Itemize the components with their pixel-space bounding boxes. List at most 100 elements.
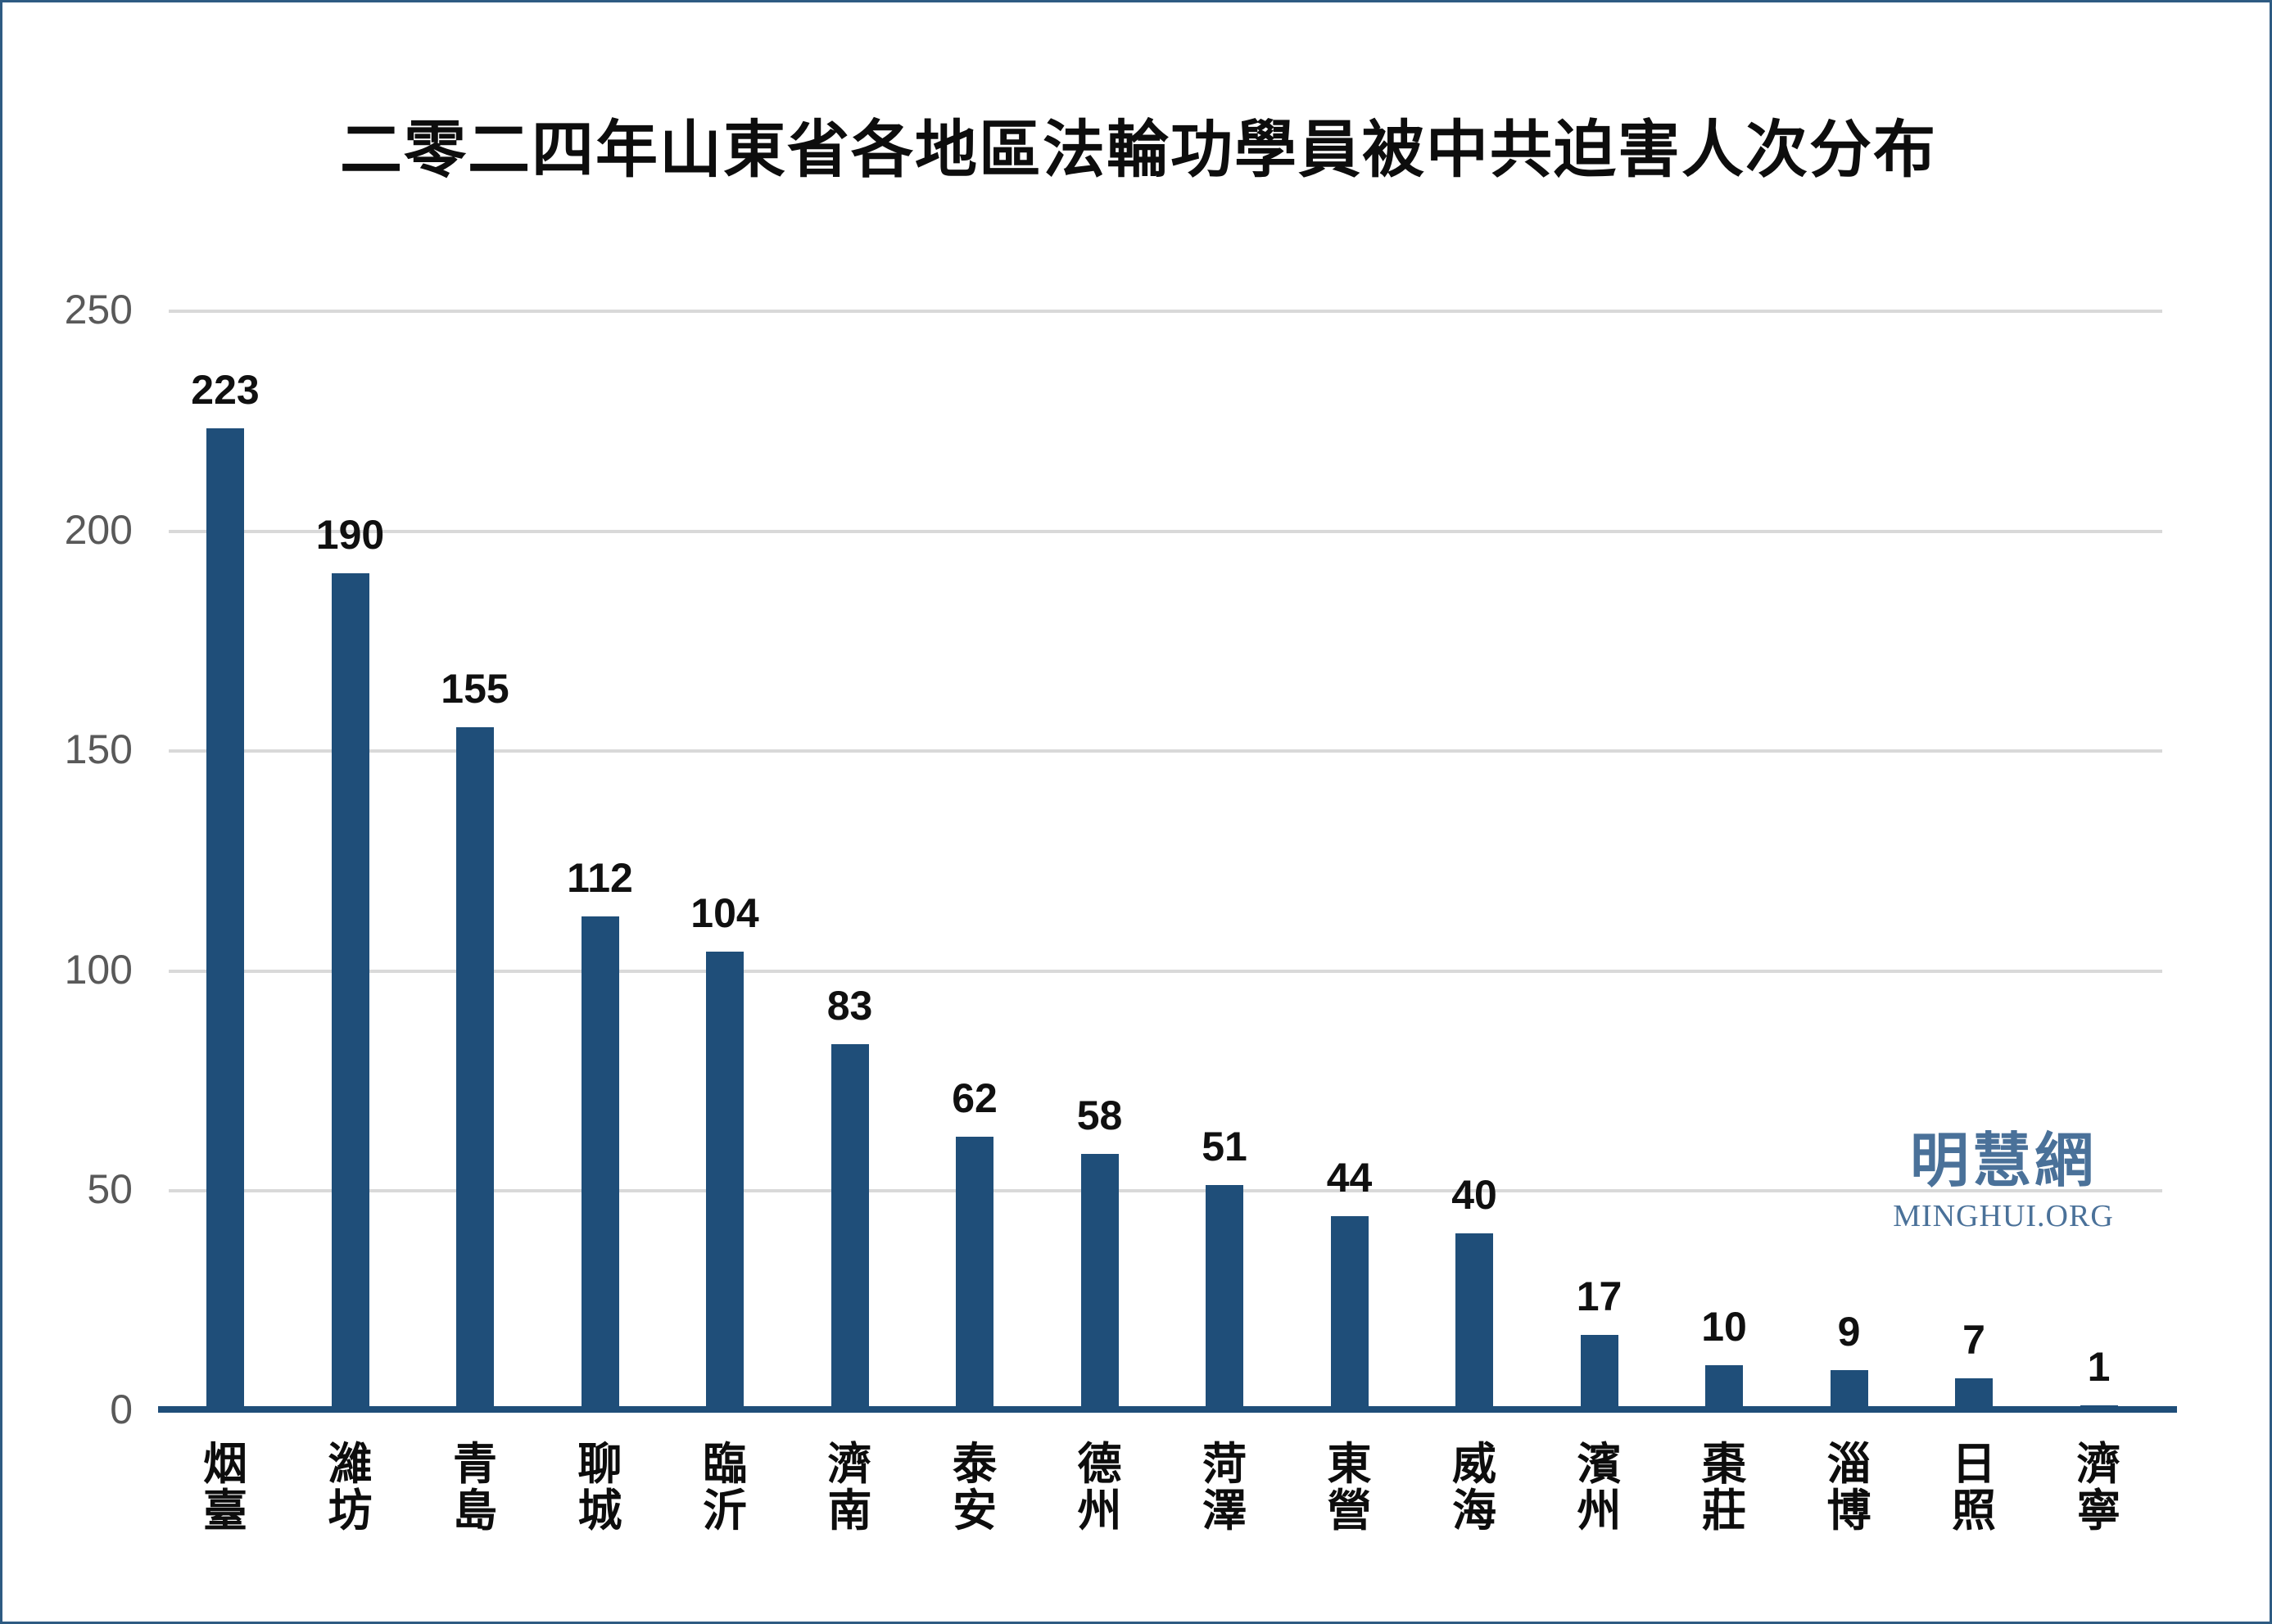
bar-value-label: 62 bbox=[952, 1074, 998, 1121]
bar-value-label: 9 bbox=[1837, 1308, 1861, 1355]
bar-group[interactable]: 190 bbox=[288, 310, 413, 1409]
bar-group[interactable]: 1 bbox=[2037, 310, 2161, 1409]
bar-value-label: 7 bbox=[1962, 1317, 1985, 1364]
y-axis-tick-label: 250 bbox=[64, 287, 133, 332]
x-axis-category-label: 濟寧 bbox=[2037, 1441, 2161, 1533]
bar-value-label: 44 bbox=[1326, 1154, 1373, 1201]
bar[interactable] bbox=[706, 952, 744, 1409]
x-axis-category-label: 德州 bbox=[1038, 1441, 1162, 1533]
x-axis-category-char: 坊 bbox=[328, 1483, 373, 1536]
bar-group[interactable]: 223 bbox=[163, 310, 287, 1409]
bar[interactable] bbox=[831, 1044, 869, 1409]
x-axis-category-char: 莊 bbox=[1702, 1483, 1746, 1536]
plot-area: 223 190 155 112 104 83 62 58 51 44 40 17 10 9 7 1 bbox=[169, 310, 2162, 1409]
minghui-watermark: 明慧網 MINGHUI.ORG bbox=[1864, 1131, 2143, 1234]
bar[interactable] bbox=[1206, 1185, 1243, 1409]
gridline bbox=[169, 529, 2162, 533]
bar[interactable] bbox=[206, 428, 244, 1409]
x-axis-category-char: 日 bbox=[1952, 1437, 1996, 1490]
x-axis-category-char: 濟 bbox=[827, 1437, 872, 1490]
x-axis-category-char: 臨 bbox=[703, 1437, 747, 1490]
bar[interactable] bbox=[1955, 1378, 1993, 1409]
bar-group[interactable]: 51 bbox=[1162, 310, 1287, 1409]
gridline bbox=[169, 1189, 2162, 1193]
bar-group[interactable]: 44 bbox=[1288, 310, 1412, 1409]
x-axis-category-char: 濰 bbox=[328, 1437, 373, 1490]
bar-value-label: 190 bbox=[315, 512, 385, 559]
bar-group[interactable]: 17 bbox=[1537, 310, 1662, 1409]
x-axis-category-label: 威海 bbox=[1412, 1441, 1537, 1533]
x-axis-category-char: 營 bbox=[1327, 1483, 1372, 1536]
x-axis-category-char: 沂 bbox=[703, 1483, 747, 1536]
x-axis-category-char: 安 bbox=[953, 1483, 997, 1536]
gridline bbox=[169, 310, 2162, 313]
x-axis-category-char: 州 bbox=[1577, 1483, 1622, 1536]
x-axis-category-char: 海 bbox=[1452, 1483, 1496, 1536]
bar-value-label: 1 bbox=[2087, 1343, 2111, 1390]
bar-value-label: 58 bbox=[1076, 1092, 1123, 1139]
bar-group[interactable]: 9 bbox=[1787, 310, 1912, 1409]
x-axis-category-char: 照 bbox=[1952, 1483, 1996, 1536]
x-axis-category-char: 淄 bbox=[1826, 1437, 1871, 1490]
bar-group[interactable]: 40 bbox=[1412, 310, 1537, 1409]
bar-group[interactable]: 112 bbox=[538, 310, 663, 1409]
bar-value-label: 155 bbox=[441, 666, 509, 712]
y-axis-tick-label: 150 bbox=[64, 726, 133, 773]
bar[interactable] bbox=[1455, 1233, 1493, 1409]
x-axis-category-char: 濟 bbox=[2076, 1437, 2121, 1490]
bar[interactable] bbox=[331, 573, 369, 1409]
bar-value-label: 51 bbox=[1202, 1124, 1247, 1170]
bar-group[interactable]: 104 bbox=[663, 310, 787, 1409]
x-axis-line bbox=[158, 1406, 2177, 1413]
x-axis-category-label: 日照 bbox=[1912, 1441, 2036, 1533]
x-axis-category-label: 菏澤 bbox=[1162, 1441, 1287, 1533]
bar-value-label: 112 bbox=[567, 855, 633, 902]
x-axis-category-char: 菏 bbox=[1202, 1437, 1247, 1490]
x-axis-category-label: 棗莊 bbox=[1662, 1441, 1786, 1533]
x-axis-category-label: 濰坊 bbox=[288, 1441, 413, 1533]
x-axis-category-char: 寧 bbox=[2076, 1483, 2121, 1536]
bar[interactable] bbox=[456, 727, 494, 1409]
y-axis-tick-label: 200 bbox=[64, 506, 133, 553]
bar-group[interactable]: 155 bbox=[413, 310, 537, 1409]
bar[interactable] bbox=[956, 1136, 993, 1409]
x-axis-category-char: 城 bbox=[577, 1483, 622, 1536]
x-axis-category-char: 德 bbox=[1077, 1437, 1122, 1490]
gridline bbox=[169, 969, 2162, 973]
watermark-english-text: MINGHUI.ORG bbox=[1893, 1199, 2114, 1233]
x-axis-category-label: 濟南 bbox=[788, 1441, 912, 1533]
x-axis-category-label: 聊城 bbox=[538, 1441, 663, 1533]
bar[interactable] bbox=[1580, 1334, 1618, 1409]
x-axis-category-char: 島 bbox=[453, 1483, 497, 1536]
bar[interactable] bbox=[1705, 1365, 1743, 1409]
bar-group[interactable]: 10 bbox=[1662, 310, 1786, 1409]
bar[interactable] bbox=[1080, 1154, 1119, 1409]
bar[interactable] bbox=[581, 916, 619, 1409]
bar-group[interactable]: 7 bbox=[1912, 310, 2036, 1409]
x-axis-category-label: 烟臺 bbox=[163, 1441, 287, 1533]
bar-value-label: 104 bbox=[690, 890, 759, 937]
watermark-chinese-text: 明慧網 bbox=[1909, 1125, 2097, 1195]
y-axis-tick-label: 0 bbox=[110, 1387, 133, 1432]
y-axis-tick-label: 100 bbox=[64, 946, 133, 993]
x-axis-category-char: 青 bbox=[453, 1437, 497, 1490]
x-axis-category-label: 泰安 bbox=[912, 1441, 1037, 1533]
x-axis-category-char: 博 bbox=[1826, 1483, 1871, 1536]
x-axis-category-char: 棗 bbox=[1702, 1437, 1746, 1490]
bar[interactable] bbox=[1330, 1215, 1369, 1409]
x-axis-category-char: 聊 bbox=[577, 1437, 622, 1490]
x-axis-category-label: 淄博 bbox=[1787, 1441, 1912, 1533]
page-title: 二零二四年山東省各地區法輪功學員被中共迫害人次分布 bbox=[340, 113, 1937, 186]
x-axis-category-char: 威 bbox=[1452, 1437, 1496, 1490]
x-axis-category-label: 青島 bbox=[413, 1441, 537, 1533]
x-axis-category-char: 臺 bbox=[203, 1483, 247, 1536]
bar-group[interactable]: 62 bbox=[912, 310, 1037, 1409]
x-axis-category-char: 泰 bbox=[953, 1437, 997, 1490]
x-axis-category-label: 臨沂 bbox=[663, 1441, 787, 1533]
bar-group[interactable]: 58 bbox=[1038, 310, 1162, 1409]
x-axis-category-label: 濱州 bbox=[1537, 1441, 1662, 1533]
bar-group[interactable]: 83 bbox=[788, 310, 912, 1409]
bar[interactable] bbox=[1830, 1369, 1868, 1409]
bar-value-label: 223 bbox=[191, 367, 260, 414]
